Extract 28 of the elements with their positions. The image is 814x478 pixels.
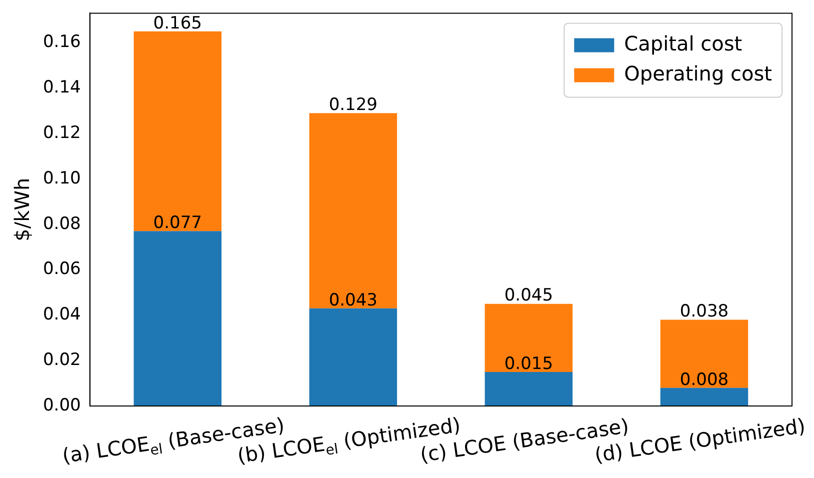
y-tick-label: 0.02 bbox=[42, 350, 81, 370]
y-tick-label: 0.00 bbox=[42, 395, 81, 416]
total-label: 0.165 bbox=[153, 13, 202, 34]
legend-label: Capital cost bbox=[624, 31, 742, 56]
data-label: 0.077 bbox=[153, 213, 202, 234]
total-label: 0.129 bbox=[328, 95, 378, 116]
y-tick-label: 0.10 bbox=[42, 168, 81, 188]
y-tick-label: 0.16 bbox=[42, 32, 81, 52]
total-label: 0.045 bbox=[504, 286, 554, 306]
bar bbox=[660, 320, 748, 388]
bar bbox=[309, 308, 398, 406]
bar bbox=[309, 113, 398, 308]
y-tick-label: 0.08 bbox=[42, 214, 81, 234]
bar bbox=[484, 304, 573, 372]
bar bbox=[660, 388, 748, 406]
data-label: 0.015 bbox=[504, 354, 554, 374]
bar bbox=[134, 31, 222, 232]
y-axis-title: $/kWh bbox=[10, 178, 34, 242]
y-tick-label: 0.12 bbox=[42, 122, 81, 143]
legend-label: Operating cost bbox=[624, 61, 772, 86]
data-label: 0.008 bbox=[680, 370, 729, 390]
y-tick-label: 0.04 bbox=[42, 304, 81, 325]
bar bbox=[134, 231, 222, 406]
y-tick-label: 0.06 bbox=[42, 259, 81, 280]
bar bbox=[484, 372, 573, 406]
data-label: 0.043 bbox=[328, 290, 378, 310]
total-label: 0.038 bbox=[680, 302, 729, 322]
y-tick-label: 0.14 bbox=[42, 78, 81, 98]
